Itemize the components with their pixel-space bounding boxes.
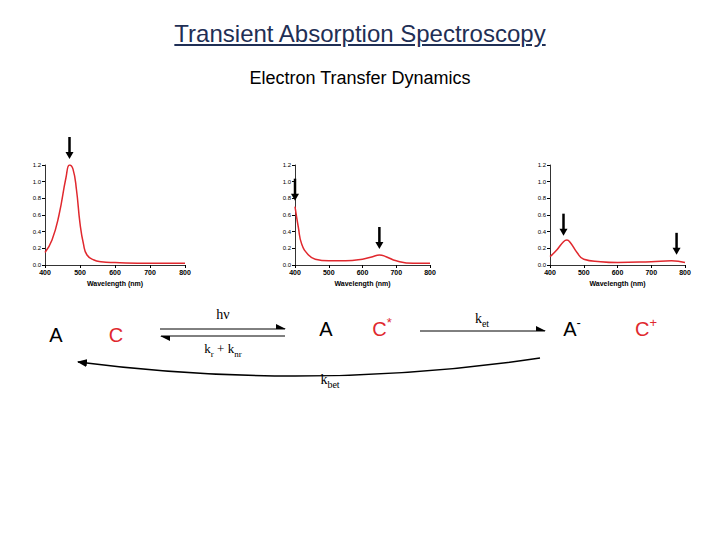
svg-text:400: 400: [544, 269, 556, 276]
svg-text:0.6: 0.6: [33, 212, 42, 218]
svg-text:0.0: 0.0: [283, 262, 292, 268]
svg-text:0.8: 0.8: [283, 195, 292, 201]
svg-text:800: 800: [679, 269, 691, 276]
html-text:Electron Transfer Dynamics: Electron Transfer Dynamics: [249, 68, 471, 88]
html-text:Transient Absorption Spectrosc: Transient Absorption Spectroscopy: [174, 20, 546, 47]
svg-text:Wavelength (nm): Wavelength (nm): [334, 280, 390, 288]
svg-text:700: 700: [144, 269, 156, 276]
svg-text:0.4: 0.4: [33, 229, 42, 235]
svg-text:0.2: 0.2: [283, 245, 292, 251]
svg-text:0.8: 0.8: [33, 195, 42, 201]
svg-text:Wavelength (nm): Wavelength (nm): [87, 280, 143, 288]
svg-text:1.2: 1.2: [283, 162, 292, 168]
svg-text:1.0: 1.0: [33, 179, 42, 185]
svg-text:kr + knr: kr + knr: [204, 341, 241, 359]
svg-text:1.2: 1.2: [538, 162, 547, 168]
svg-text:0.0: 0.0: [33, 262, 42, 268]
svg-text:1.2: 1.2: [33, 162, 42, 168]
svg-text:0.4: 0.4: [283, 229, 292, 235]
svg-text:800: 800: [179, 269, 191, 276]
svg-text:800: 800: [424, 269, 436, 276]
svg-text:400: 400: [39, 269, 51, 276]
svg-text:1.0: 1.0: [283, 179, 292, 185]
svg-text:C*: C*: [372, 315, 392, 340]
svg-text:600: 600: [612, 269, 624, 276]
svg-text:C: C: [109, 324, 123, 346]
svg-text:0.4: 0.4: [538, 229, 547, 235]
svg-text:ket: ket: [475, 311, 489, 329]
svg-text:700: 700: [390, 269, 402, 276]
svg-text:0.8: 0.8: [538, 195, 547, 201]
svg-text:0.2: 0.2: [33, 245, 42, 251]
svg-text:600: 600: [109, 269, 121, 276]
svg-text:hν: hν: [216, 307, 229, 322]
svg-text:0.0: 0.0: [538, 262, 547, 268]
svg-text:500: 500: [578, 269, 590, 276]
svg-text:A: A: [49, 324, 63, 346]
svg-text:A: A: [319, 318, 333, 340]
svg-text:400: 400: [289, 269, 301, 276]
svg-text:500: 500: [74, 269, 86, 276]
svg-text:0.6: 0.6: [283, 212, 292, 218]
svg-text:700: 700: [645, 269, 657, 276]
svg-text:kbet: kbet: [320, 372, 339, 390]
svg-text:A-: A-: [563, 315, 581, 340]
svg-text:0.6: 0.6: [538, 212, 547, 218]
svg-text:C+: C+: [635, 315, 657, 340]
svg-text:1.0: 1.0: [538, 179, 547, 185]
svg-text:600: 600: [357, 269, 369, 276]
svg-text:500: 500: [323, 269, 335, 276]
svg-text:Wavelength (nm): Wavelength (nm): [589, 280, 645, 288]
svg-text:0.2: 0.2: [538, 245, 547, 251]
